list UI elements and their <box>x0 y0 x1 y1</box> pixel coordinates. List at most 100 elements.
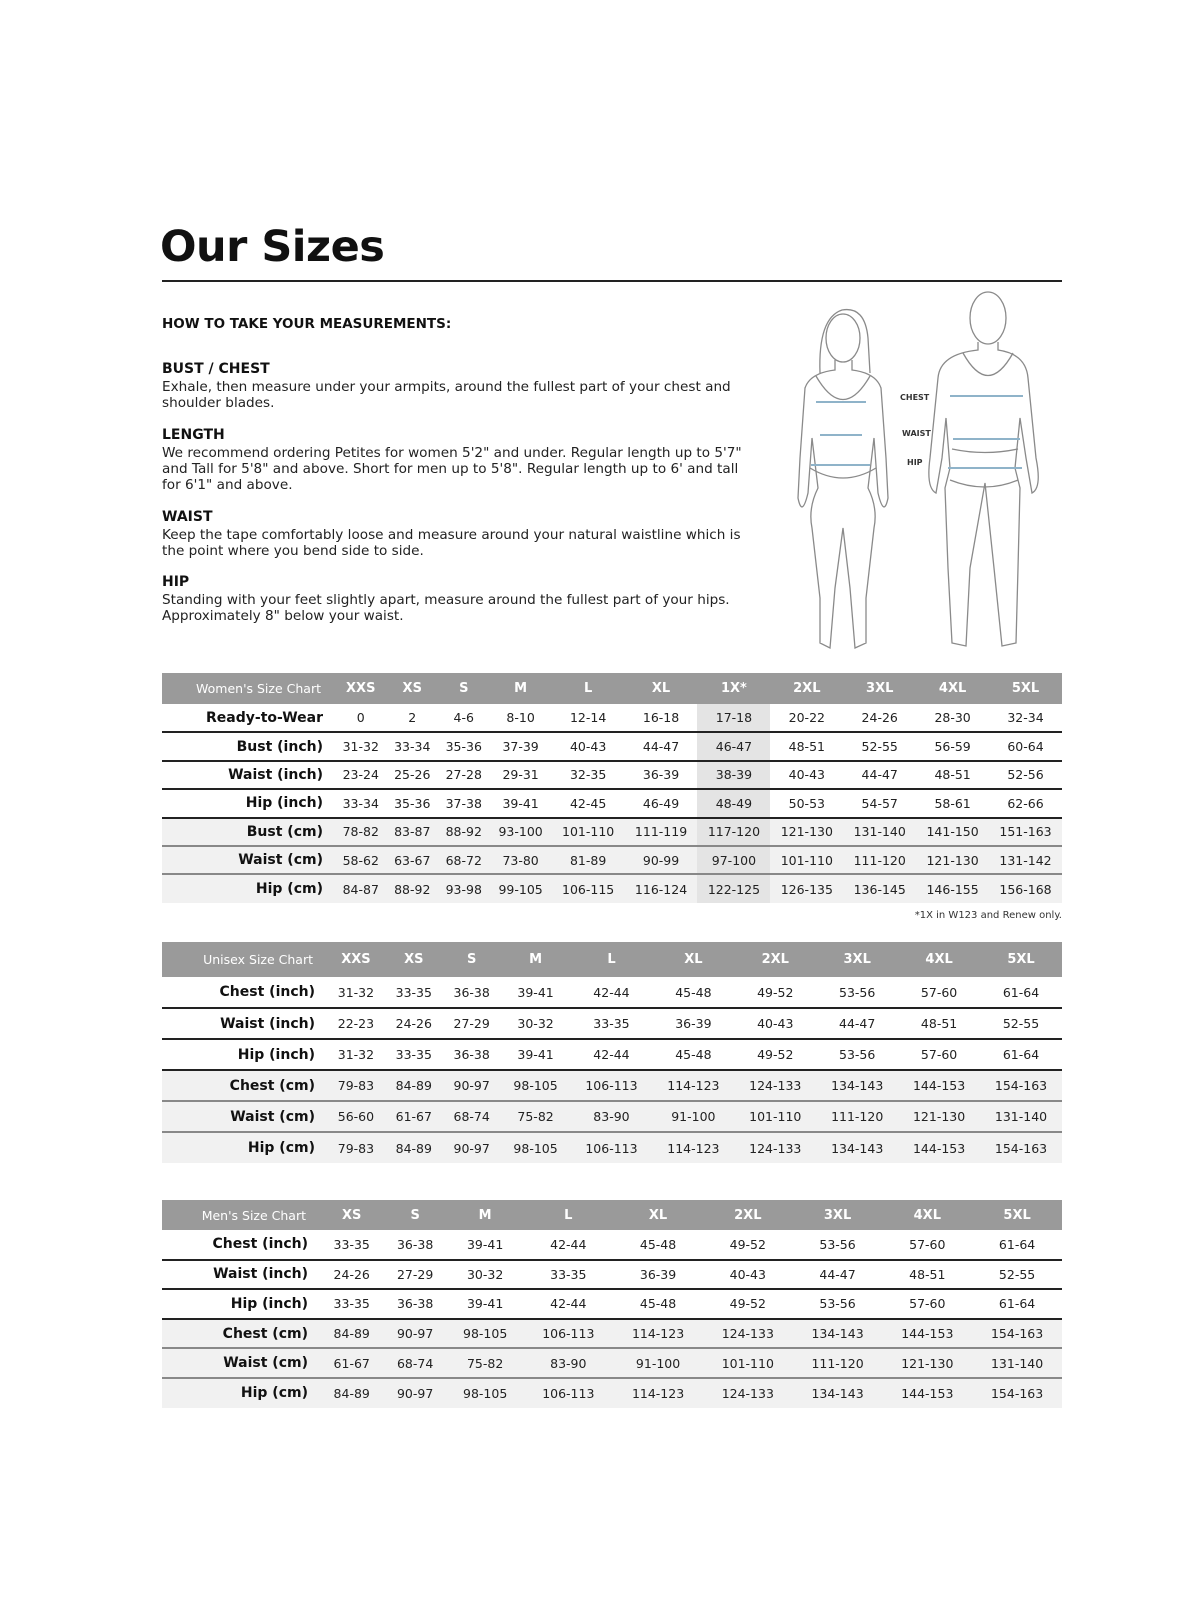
size-cell: 156-168 <box>989 874 1062 903</box>
size-cell: 37-39 <box>489 732 552 762</box>
size-cell: 53-56 <box>792 1289 883 1320</box>
size-cell: 29-31 <box>489 760 552 791</box>
table-row: Bust (cm) 78-82 83-87 88-92 93-100 101-110 111… <box>162 817 1062 847</box>
table-row: Chest (inch) 33-35 36-38 39-41 42-44 45-48 49-… <box>162 1230 1062 1261</box>
hip-label: HIP <box>907 458 923 467</box>
size-cell: 91-100 <box>613 1348 703 1379</box>
size-cell: 106-113 <box>570 1070 653 1102</box>
body-measurement-illustration: CHEST WAIST HIP <box>797 291 1039 650</box>
chest-label: CHEST <box>900 393 930 402</box>
size-cell: 33-35 <box>570 1008 653 1040</box>
size-cell: 33-35 <box>384 977 443 1009</box>
size-cell: 144-153 <box>882 1377 973 1408</box>
womens-footnote: *1X in W123 and Renew only. <box>914 910 1062 921</box>
size-cell: 124-133 <box>734 1070 817 1102</box>
size-cell: 68-72 <box>438 845 490 876</box>
size-cell: 81-89 <box>551 845 625 876</box>
size-header: L <box>570 942 653 977</box>
header-row: Men's Size Chart XS S M L XL 2XL 3XL 4XL 5XL <box>162 1200 1062 1230</box>
size-cell: 134-143 <box>816 1070 899 1102</box>
size-cell: 79-83 <box>327 1070 385 1102</box>
size-cell: 33-35 <box>384 1039 443 1071</box>
size-cell: 40-43 <box>702 1259 793 1291</box>
size-cell: 39-41 <box>489 789 552 819</box>
size-cell: 45-48 <box>613 1289 703 1320</box>
size-header: M <box>500 942 571 977</box>
size-cell: 57-60 <box>882 1289 973 1320</box>
size-header: 2XL <box>734 942 817 977</box>
size-cell: 46-49 <box>624 789 698 819</box>
size-cell: 97-100 <box>697 845 771 876</box>
size-cell: 40-43 <box>551 732 625 762</box>
row-label: Chest (inch) <box>162 977 327 1009</box>
size-cell: 31-32 <box>335 732 387 762</box>
size-cell: 131-142 <box>989 845 1062 876</box>
size-cell: 33-35 <box>523 1259 614 1291</box>
size-cell: 75-82 <box>500 1101 571 1133</box>
size-cell: 98-105 <box>446 1318 524 1350</box>
size-cell: 114-123 <box>652 1070 735 1102</box>
table-row: Hip (cm) 84-87 88-92 93-98 99-105 106-115 116-… <box>162 874 1062 903</box>
section-length: LENGTH We recommend ordering Petites for… <box>162 427 742 493</box>
size-cell: 58-62 <box>335 845 387 876</box>
size-cell: 30-32 <box>500 1008 571 1040</box>
size-cell: 75-82 <box>446 1348 524 1379</box>
size-cell: 52-55 <box>972 1259 1062 1291</box>
section-text: Standing with your feet slightly apart, … <box>162 592 730 624</box>
size-header: 2XL <box>770 673 844 704</box>
size-cell: 12-14 <box>551 704 625 734</box>
size-cell: 83-90 <box>570 1101 653 1133</box>
size-cell: 22-23 <box>327 1008 385 1040</box>
size-cell: 136-145 <box>843 874 917 903</box>
size-header: XL <box>652 942 735 977</box>
size-cell: 45-48 <box>652 1039 735 1071</box>
size-cell: 52-55 <box>980 1008 1062 1040</box>
size-cell: 42-44 <box>570 977 653 1009</box>
size-header: 3XL <box>843 673 917 704</box>
size-cell: 154-163 <box>972 1318 1062 1350</box>
section-heading: LENGTH <box>162 427 225 443</box>
size-cell: 144-153 <box>882 1318 973 1350</box>
row-label: Bust (cm) <box>162 817 335 847</box>
size-cell: 24-26 <box>320 1259 384 1291</box>
size-cell: 44-47 <box>843 760 917 791</box>
size-cell: 42-45 <box>551 789 625 819</box>
size-cell: 39-41 <box>500 1039 571 1071</box>
section-heading: HIP <box>162 574 190 590</box>
size-cell: 121-130 <box>882 1348 973 1379</box>
size-cell: 68-74 <box>442 1101 501 1133</box>
row-label: Chest (cm) <box>162 1070 327 1102</box>
size-cell: 101-110 <box>734 1101 817 1133</box>
size-cell: 134-143 <box>792 1377 883 1408</box>
size-cell: 53-56 <box>792 1230 883 1261</box>
size-cell: 57-60 <box>882 1230 973 1261</box>
size-cell: 98-105 <box>446 1377 524 1408</box>
size-cell: 49-52 <box>702 1230 793 1261</box>
size-cell: 27-29 <box>383 1259 447 1291</box>
size-cell: 106-113 <box>523 1377 614 1408</box>
size-cell: 32-35 <box>551 760 625 791</box>
size-cell: 36-38 <box>383 1230 447 1261</box>
row-label: Waist (inch) <box>162 1259 320 1291</box>
row-label: Hip (cm) <box>162 1132 327 1163</box>
section-text: We recommend ordering Petites for women … <box>162 445 742 493</box>
size-cell: 84-89 <box>384 1070 443 1102</box>
row-label: Chest (inch) <box>162 1230 320 1261</box>
size-cell: 49-52 <box>734 977 817 1009</box>
size-cell: 131-140 <box>843 817 917 847</box>
size-cell: 0 <box>335 704 387 734</box>
size-cell: 122-125 <box>697 874 771 903</box>
table-row: Chest (inch) 31-32 33-35 36-38 39-41 42-44 45-… <box>162 977 1062 1009</box>
size-cell: 63-67 <box>386 845 438 876</box>
size-cell: 84-89 <box>384 1132 443 1163</box>
size-cell: 42-44 <box>523 1230 614 1261</box>
size-cell: 121-130 <box>898 1101 981 1133</box>
size-header: 4XL <box>882 1200 973 1230</box>
size-cell: 40-43 <box>734 1008 817 1040</box>
size-cell: 20-22 <box>770 704 844 734</box>
size-cell: 131-140 <box>972 1348 1062 1379</box>
size-header: 3XL <box>816 942 899 977</box>
size-cell: 131-140 <box>980 1101 1062 1133</box>
size-cell: 36-38 <box>383 1289 447 1320</box>
size-cell: 61-64 <box>980 977 1062 1009</box>
